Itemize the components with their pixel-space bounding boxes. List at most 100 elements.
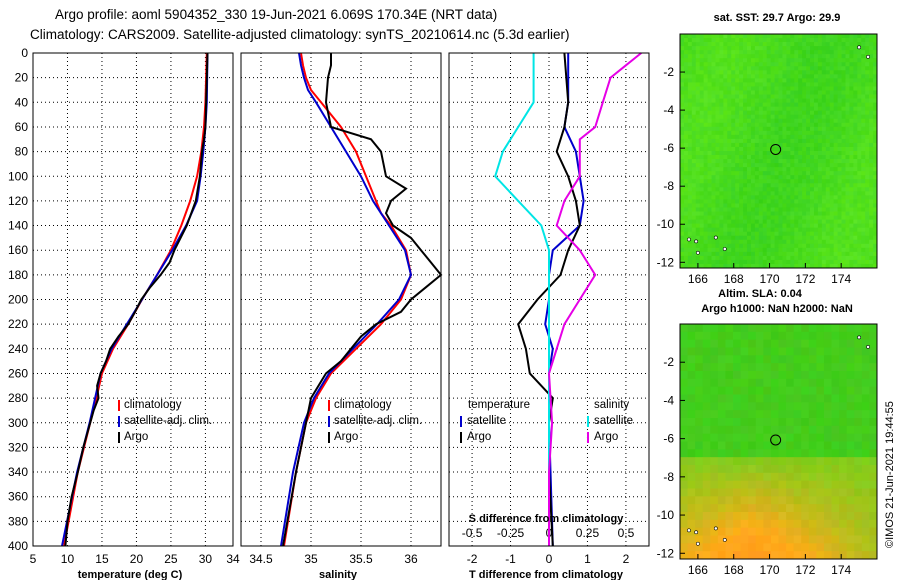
map-cell xyxy=(770,239,775,245)
map-cell xyxy=(833,102,838,108)
map-cell xyxy=(717,386,726,395)
map-cell xyxy=(723,118,728,124)
map-cell xyxy=(802,215,807,220)
map-cell xyxy=(770,543,779,552)
map-cell xyxy=(778,50,783,55)
y-tick-label: 220 xyxy=(8,317,28,331)
map-cell xyxy=(802,259,807,265)
map-cell xyxy=(802,251,807,257)
sla-map-title: Altim. SLA: 0.04 xyxy=(718,288,803,300)
map-y-tick-label: -8 xyxy=(663,470,674,484)
map-cell xyxy=(703,122,708,128)
map-cell xyxy=(861,535,870,544)
map-cell xyxy=(727,70,732,75)
map-cell xyxy=(758,263,764,269)
map-cell xyxy=(748,535,757,544)
map-cell xyxy=(702,324,711,333)
map-cell xyxy=(754,179,760,184)
map-cell xyxy=(821,175,827,180)
map-cell xyxy=(837,215,842,220)
map-cell xyxy=(731,247,736,253)
map-cell xyxy=(748,363,757,372)
map-cell xyxy=(846,449,855,458)
map-cell xyxy=(710,324,719,333)
map-cell xyxy=(798,70,803,75)
map-cell xyxy=(707,138,712,144)
map-cell xyxy=(770,512,779,521)
map-cell xyxy=(746,106,752,112)
map-cell xyxy=(740,402,749,411)
map-cell xyxy=(778,130,783,136)
map-cell xyxy=(778,195,783,200)
map-cell xyxy=(845,155,850,160)
map-cell xyxy=(873,142,878,148)
map-cell xyxy=(754,138,760,144)
map-cell xyxy=(723,155,728,160)
map-cell xyxy=(798,78,803,83)
map-cell xyxy=(857,102,862,108)
map-cell xyxy=(790,70,795,75)
map-cell xyxy=(861,122,866,128)
map-cell xyxy=(825,38,831,43)
map-cell xyxy=(778,465,787,474)
map-cell xyxy=(758,223,764,229)
map-cell xyxy=(817,66,823,71)
map-cell xyxy=(794,255,799,261)
map-cell xyxy=(680,504,688,513)
map-cell xyxy=(794,138,799,144)
map-cell xyxy=(861,207,866,212)
map-cell xyxy=(707,78,712,83)
map-x-tick-label: 174 xyxy=(831,563,851,577)
map-cell xyxy=(739,215,744,220)
map-cell xyxy=(758,155,764,160)
map-cell xyxy=(823,386,832,395)
map-cell xyxy=(794,122,799,128)
map-cell xyxy=(786,70,791,75)
map-cell xyxy=(750,263,756,269)
map-cell xyxy=(687,347,696,356)
map-cell xyxy=(707,255,712,261)
map-cell xyxy=(786,394,795,403)
map-cell xyxy=(691,126,697,132)
map-cell xyxy=(873,110,878,116)
map-cell xyxy=(861,219,866,225)
map-cell xyxy=(719,199,724,204)
map-cell xyxy=(782,42,787,47)
map-cell xyxy=(680,38,685,43)
map-cell xyxy=(808,488,817,497)
map-cell xyxy=(750,227,756,233)
map-cell xyxy=(687,394,696,403)
map-cell xyxy=(857,167,862,172)
map-cell xyxy=(758,102,764,108)
map-cell xyxy=(841,50,846,55)
map-cell xyxy=(794,243,799,249)
map-cell xyxy=(810,163,815,168)
map-cell xyxy=(703,126,708,132)
map-cell xyxy=(739,259,744,265)
map-cell xyxy=(727,223,732,229)
map-cell xyxy=(770,46,775,51)
map-cell xyxy=(778,239,783,245)
map-cell xyxy=(829,231,835,237)
map-cell xyxy=(683,215,689,220)
map-cell xyxy=(817,191,823,196)
map-cell xyxy=(766,122,772,128)
map-cell xyxy=(825,70,831,75)
map-cell xyxy=(774,114,779,120)
map-cell xyxy=(790,98,795,103)
map-cell xyxy=(810,138,815,144)
map-cell xyxy=(865,211,870,216)
map-cell xyxy=(798,191,803,196)
map-cell xyxy=(680,239,685,245)
map-cell xyxy=(731,155,736,160)
map-cell xyxy=(750,126,756,132)
map-cell xyxy=(829,259,835,265)
map-cell xyxy=(853,171,858,176)
map-cell xyxy=(699,187,705,192)
map-cell xyxy=(731,58,736,63)
map-cell xyxy=(802,54,807,59)
map-cell xyxy=(810,58,815,63)
map-cell xyxy=(711,54,716,59)
map-cell xyxy=(786,138,791,144)
map-cell xyxy=(821,167,827,172)
